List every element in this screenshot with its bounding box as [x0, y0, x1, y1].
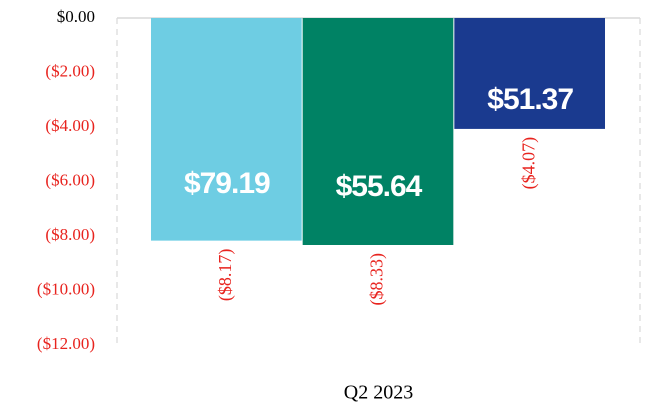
- bar: [150, 18, 302, 241]
- bar: [454, 18, 606, 129]
- data-label: ($8.17): [215, 249, 236, 301]
- y-tick-label: ($8.00): [45, 225, 95, 244]
- bar-annotation: $55.64: [336, 170, 423, 203]
- bar: [302, 18, 454, 245]
- data-label: ($8.33): [367, 253, 388, 306]
- data-label: ($4.07): [518, 137, 539, 190]
- y-tick-label: $0.00: [57, 7, 95, 26]
- bar-annotation: $51.37: [487, 83, 573, 116]
- y-tick-label: ($2.00): [45, 61, 95, 80]
- bar-annotation: $79.19: [184, 167, 270, 200]
- y-tick-label: ($6.00): [45, 170, 95, 189]
- y-tick-label: ($10.00): [37, 279, 95, 298]
- x-tick-label: Q2 2023: [344, 382, 413, 404]
- y-tick-label: ($4.00): [45, 116, 95, 135]
- y-tick-label: ($12.00): [37, 334, 95, 353]
